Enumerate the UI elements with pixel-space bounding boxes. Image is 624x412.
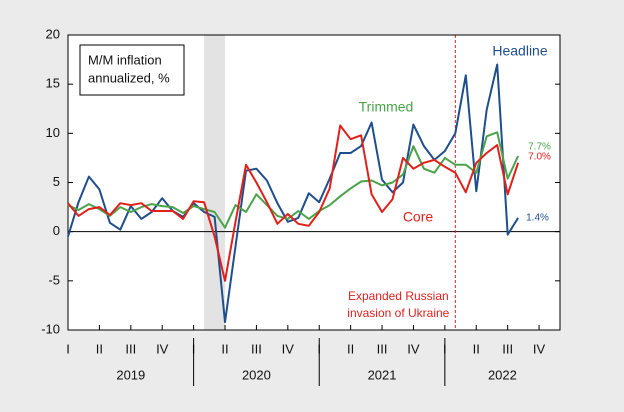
annotation: invasion of Ukraine — [347, 306, 449, 320]
x-tick-label: II — [347, 341, 354, 356]
y-tick-label: -5 — [48, 272, 60, 287]
series-line — [67, 124, 520, 282]
x-tick-label: IV — [156, 341, 169, 356]
x-tick-label: II — [221, 341, 228, 356]
end-label: 1.4% — [526, 213, 549, 224]
year-label: 2020 — [242, 367, 271, 382]
y-tick-label: 15 — [46, 76, 60, 91]
series-label: Trimmed — [359, 99, 414, 115]
x-tick-label: II — [96, 341, 103, 356]
x-tick-label: III — [125, 341, 136, 356]
y-tick-label: -10 — [41, 321, 60, 336]
x-tick-label: III — [377, 341, 388, 356]
series-line — [67, 131, 520, 229]
year-label: 2022 — [488, 367, 517, 382]
y-tick-label: 5 — [53, 174, 60, 189]
annotation: Expanded Russian — [348, 289, 449, 303]
note-text: M/M inflation — [88, 52, 162, 67]
x-tick-label: III — [502, 341, 513, 356]
end-label: 7.0% — [528, 151, 551, 162]
year-label: 2021 — [368, 367, 397, 382]
x-tick-label: II — [473, 341, 480, 356]
year-label: 2019 — [116, 367, 145, 382]
y-tick-label: 10 — [46, 125, 60, 140]
note-box — [79, 44, 185, 96]
end-label: 7.7% — [528, 142, 551, 153]
y-tick-label: 0 — [53, 223, 60, 238]
x-tick-label: III — [251, 341, 262, 356]
x-tick-label: IV — [533, 341, 546, 356]
x-tick-label: I — [66, 341, 70, 356]
series-label: Core — [403, 209, 434, 225]
x-tick-label: IV — [407, 341, 420, 356]
series-label: Headline — [492, 43, 547, 59]
x-tick-label: IV — [282, 341, 295, 356]
y-tick-label: 20 — [46, 26, 60, 41]
note-text: annualized, % — [88, 70, 170, 85]
